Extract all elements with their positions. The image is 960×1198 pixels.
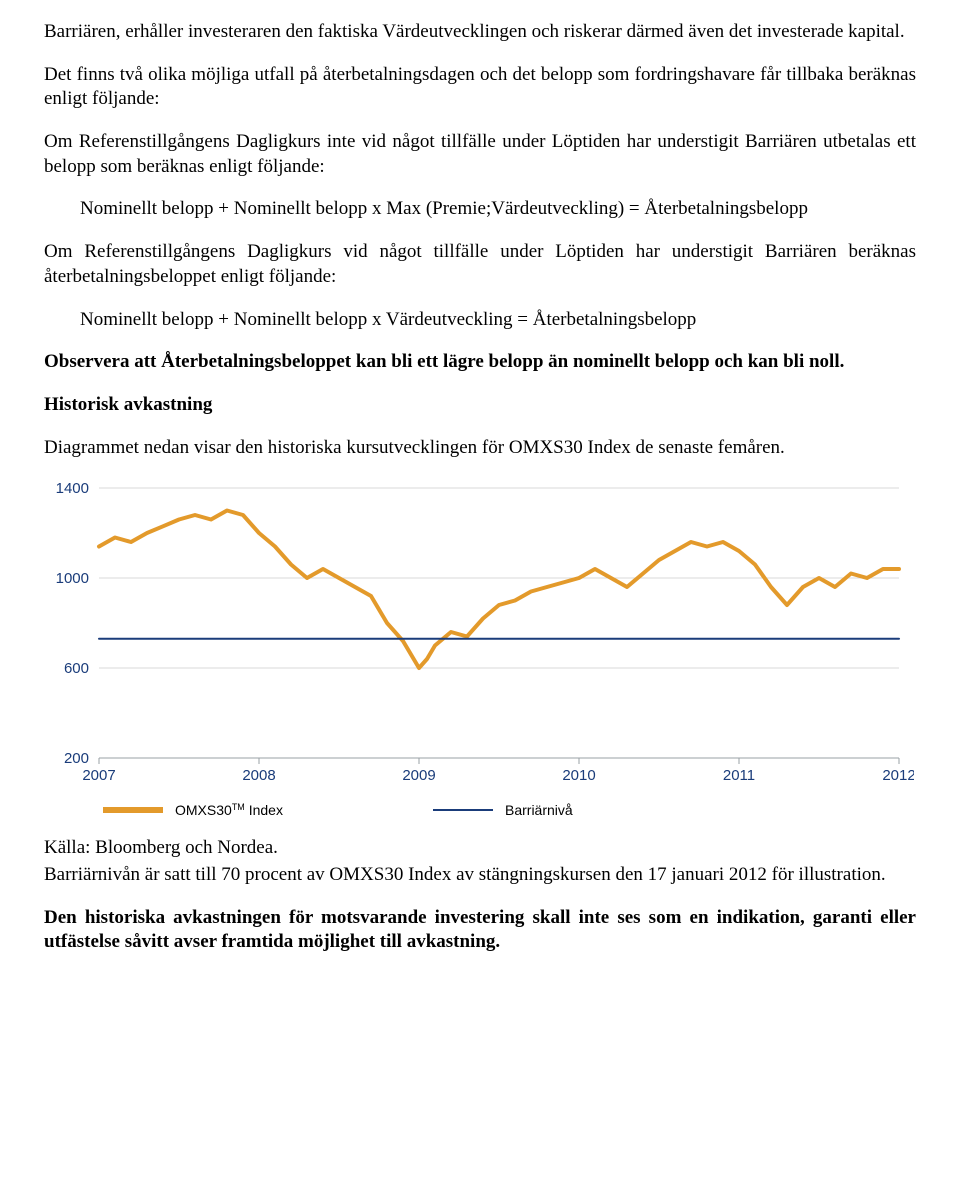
chart-source: Källa: Bloomberg och Nordea. [44,836,916,861]
y-axis-label: 600 [64,660,89,677]
x-axis-label: 2012 [882,767,914,784]
x-axis-label: 2011 [723,767,755,784]
y-axis-label: 1400 [56,480,89,497]
legend-label: Barriärnivå [505,802,573,818]
y-axis-label: 200 [64,750,89,767]
paragraph: Diagrammet nedan visar den historiska ku… [44,436,916,461]
paragraph: Om Referenstillgångens Dagligkurs vid nå… [44,240,916,289]
x-axis-label: 2010 [562,767,595,784]
x-axis-label: 2009 [402,767,435,784]
x-axis-label: 2007 [82,767,115,784]
paragraph-bold: Den historiska avkastningen för motsvara… [44,906,916,955]
x-axis-label: 2008 [242,767,275,784]
legend-label: OMXS30TM Index [175,802,283,818]
chart-omxs30: 200 600 1000 1400 2007 2008 2009 2010 2011 2012 OM… [44,478,916,828]
section-heading: Historisk avkastning [44,393,916,418]
line-chart-svg: 200 600 1000 1400 2007 2008 2009 2010 2011 2012 OM… [44,478,914,828]
paragraph: Barriären, erhåller investeraren den fak… [44,20,916,45]
paragraph: Om Referenstillgångens Dagligkurs inte v… [44,130,916,179]
paragraph: Barriärnivån är satt till 70 procent av … [44,863,916,888]
paragraph-bold: Observera att Återbetalningsbeloppet kan… [44,350,916,375]
formula: Nominellt belopp + Nominellt belopp x Vä… [44,308,916,333]
formula: Nominellt belopp + Nominellt belopp x Ma… [44,197,916,222]
series-line [99,511,899,669]
paragraph: Det finns två olika möjliga utfall på åt… [44,63,916,112]
y-axis-label: 1000 [56,570,89,587]
